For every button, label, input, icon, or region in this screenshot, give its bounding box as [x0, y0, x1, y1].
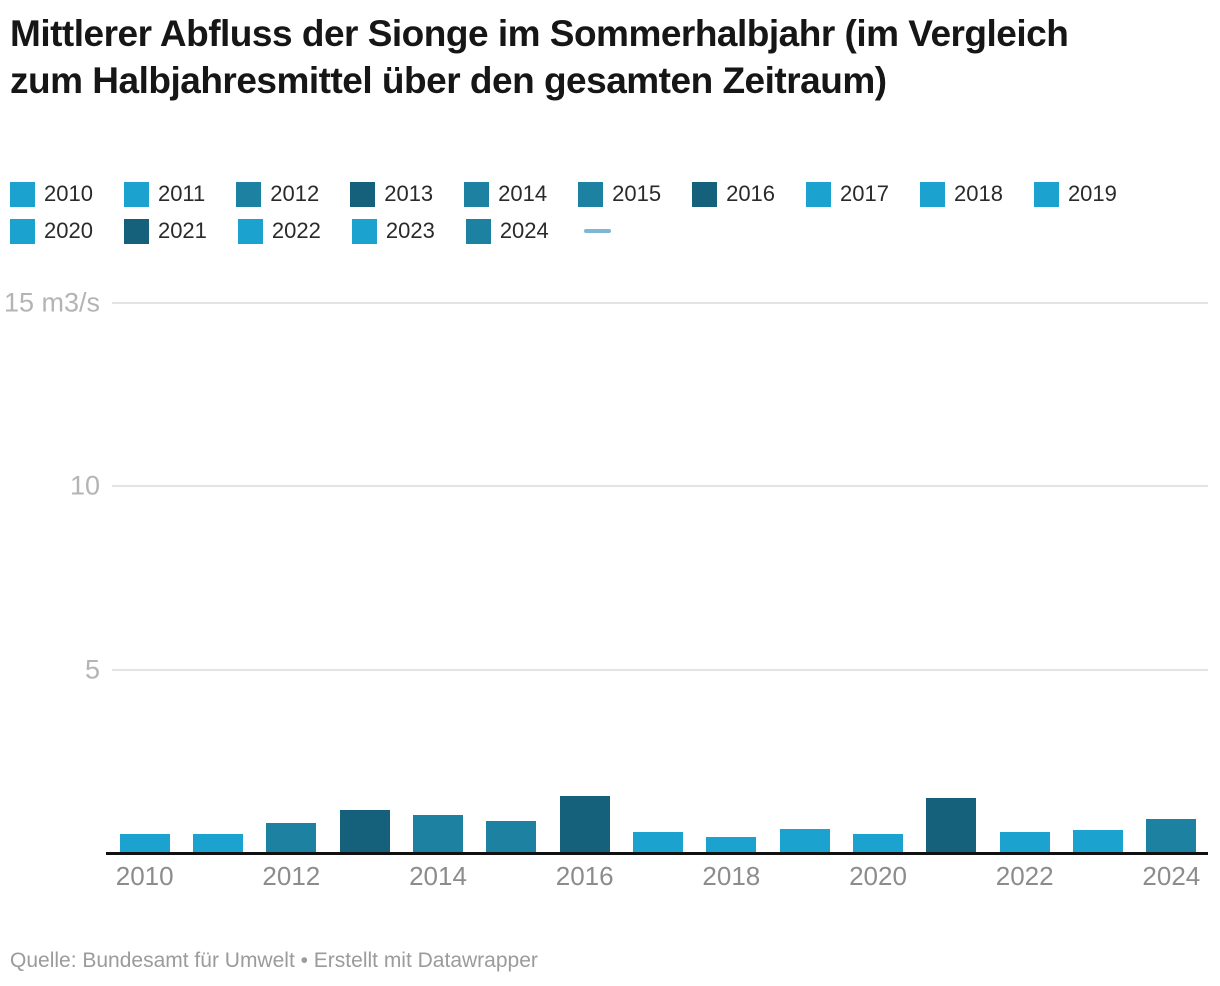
- legend-swatch-icon: [351, 218, 377, 244]
- bar-2010[interactable]: [119, 833, 170, 853]
- legend-item-2024: 2024: [465, 218, 549, 244]
- plot-area: [106, 302, 1208, 855]
- x-axis-tick-label: 2022: [995, 861, 1054, 891]
- gridline-10: [112, 485, 1208, 488]
- legend-swatch-icon: [10, 181, 35, 207]
- legend-swatch-icon: [10, 218, 35, 244]
- legend-swatch-icon: [919, 181, 945, 207]
- legend-label: 2015: [612, 181, 662, 206]
- x-axis-tick-label: 2010: [115, 861, 174, 891]
- legend: 2010 2011 2012 2013 2014 2015 2016 2017 2018 2019…: [10, 181, 1210, 244]
- bar-2024[interactable]: [1146, 819, 1197, 853]
- legend-swatch-icon: [464, 181, 490, 207]
- legend-label: 2013: [384, 181, 434, 206]
- legend-swatch-icon: [806, 181, 832, 207]
- legend-label: 2023: [385, 218, 435, 243]
- y-axis-labels: 15 m3/s 10 5: [0, 288, 100, 853]
- legend-label: 2017: [840, 181, 889, 206]
- x-axis-labels: 2010 2012 2014 2016 2018 2020 2022 2024: [108, 861, 1208, 895]
- bar-2023[interactable]: [1073, 829, 1123, 853]
- legend-item-2020: 2020: [10, 218, 93, 244]
- bar-2022[interactable]: [999, 832, 1050, 853]
- bar-2014[interactable]: [413, 814, 463, 853]
- bar-2021[interactable]: [926, 798, 977, 853]
- legend-line-marker-icon: [583, 229, 611, 233]
- x-axis-tick-label: 2016: [555, 861, 614, 891]
- legend-item-2013: 2013: [350, 181, 433, 207]
- bar-2011[interactable]: [193, 833, 243, 853]
- bar-2018[interactable]: [706, 836, 757, 853]
- gridline-15: [112, 302, 1208, 304]
- legend-label: 2016: [726, 181, 776, 206]
- legend-label: 2022: [271, 218, 321, 243]
- legend-item-2012: 2012: [236, 181, 319, 207]
- legend-label: 2011: [157, 181, 206, 206]
- legend-label: 2021: [157, 218, 207, 243]
- legend-swatch-icon: [123, 218, 149, 244]
- bar-2019[interactable]: [779, 828, 830, 853]
- legend-swatch-icon: [236, 181, 262, 207]
- y-axis-tick-label: 5: [84, 654, 100, 685]
- bar-2016[interactable]: [559, 795, 610, 853]
- page-title: Mittlerer Abfluss der Sionge im Sommerha…: [10, 13, 1069, 101]
- legend-swatch-icon: [1033, 181, 1059, 207]
- legend-item-2010: 2010: [10, 181, 93, 207]
- legend-item-2023: 2023: [351, 218, 435, 244]
- legend-item-2019: 2019: [1033, 181, 1117, 207]
- x-axis-line: [106, 852, 1208, 855]
- legend-label: 2010: [44, 181, 93, 206]
- y-axis-tick-label: 15 m3/s: [3, 287, 100, 318]
- x-axis-tick-label: 2014: [409, 861, 467, 891]
- legend-item-2017: 2017: [806, 181, 889, 207]
- bar-2017[interactable]: [633, 832, 683, 853]
- y-axis-tick-label: 10: [69, 470, 100, 501]
- legend-swatch-icon: [465, 218, 491, 244]
- gridline-5: [112, 668, 1208, 671]
- legend-item-2015: 2015: [578, 181, 661, 207]
- legend-item-2021: 2021: [123, 218, 207, 244]
- x-axis-tick-label: 2012: [262, 861, 321, 891]
- x-axis-tick-label: 2024: [1142, 861, 1201, 891]
- legend-label: 2014: [498, 181, 548, 206]
- source-line: Quelle: Bundesamt für Umwelt • Erstellt …: [10, 949, 538, 972]
- legend-item-2016: 2016: [692, 181, 775, 207]
- legend-label: 2024: [499, 218, 549, 243]
- legend-item-2014: 2014: [464, 181, 547, 207]
- legend-swatch-icon: [692, 181, 718, 207]
- legend-label: 2020: [44, 218, 93, 243]
- legend-swatch-icon: [578, 181, 604, 207]
- x-axis-tick-label: 2018: [702, 861, 761, 891]
- bar-2020[interactable]: [853, 833, 903, 853]
- bar-2012[interactable]: [266, 822, 317, 853]
- legend-item-2018: 2018: [919, 181, 1003, 207]
- x-axis-tick-label: 2020: [849, 861, 907, 891]
- legend-swatch-icon: [350, 181, 376, 207]
- legend-item-2022: 2022: [237, 218, 321, 244]
- legend-swatch-icon: [237, 218, 263, 244]
- legend-swatch-icon: [123, 181, 149, 207]
- bar-2015[interactable]: [486, 821, 537, 853]
- legend-label: 2018: [953, 181, 1003, 206]
- bar-2013[interactable]: [339, 809, 390, 853]
- legend-label: 2019: [1067, 181, 1117, 206]
- legend-label: 2012: [270, 181, 320, 206]
- legend-item-2011: 2011: [123, 181, 206, 207]
